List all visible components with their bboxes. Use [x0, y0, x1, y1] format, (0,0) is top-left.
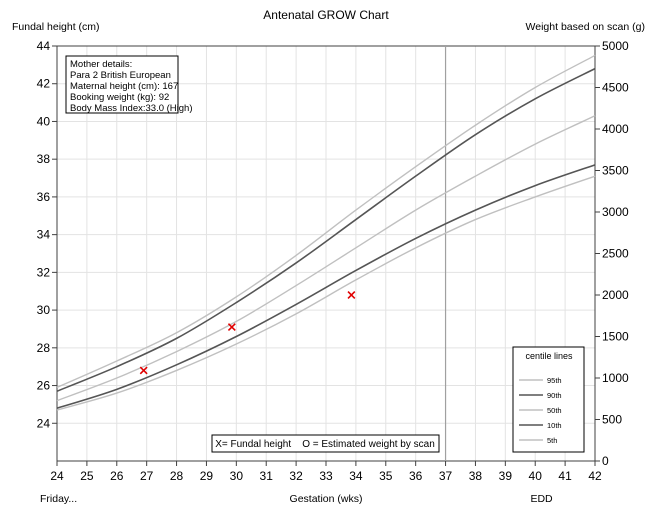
centile-line-90th: [56, 67, 596, 392]
legend-label-10th: 10th: [547, 421, 562, 430]
axes: 24 25 26 27 28 29 30 31 32 33 34 35 36 37 38 39 40 41 42 24…: [37, 39, 629, 483]
fundal-height-markers: [139, 291, 356, 375]
x-tick-label: 29: [200, 469, 214, 483]
centile-line-5th: [56, 175, 596, 411]
y-tick-label: 40: [37, 114, 51, 128]
x-tick-label: 26: [110, 469, 124, 483]
y2-tick-label: 500: [602, 413, 622, 427]
y2-tick-label: 5000: [602, 39, 629, 53]
marker-key-frame: [211, 434, 440, 453]
mother-details-box: Mother details: Para 2 British European …: [65, 55, 193, 114]
fundal-height-marker-stroke: [139, 366, 148, 375]
fundal-height-marker: [227, 323, 236, 332]
y2-axis-title: Weight based on scan (g): [526, 21, 645, 33]
y-axis-title: Fundal height (cm): [12, 21, 100, 33]
x-tick-label: 40: [529, 469, 543, 483]
x-tick-label: 25: [80, 469, 94, 483]
fundal-height-marker-stroke: [227, 323, 236, 332]
y-tick-label: 28: [37, 341, 51, 355]
y2-tick-label: 2500: [602, 247, 629, 261]
y2-tick-label: 4500: [602, 81, 629, 95]
x-tick-label: 30: [230, 469, 244, 483]
y-tick-label: 34: [37, 228, 51, 242]
y2-tick-label: 1500: [602, 330, 629, 344]
y-tick-label: 30: [37, 303, 51, 317]
legend-frame: [512, 346, 585, 453]
fundal-height-marker-stroke: [347, 291, 356, 299]
legend-label-90th: 90th: [547, 391, 562, 400]
friday-note: Friday...: [40, 493, 77, 505]
y2-tick-label: 1000: [602, 371, 629, 385]
marker-key-text: X= Fundal height O = Estimated weight by…: [215, 439, 435, 450]
mother-booking-weight: Booking weight (kg): 92: [70, 92, 169, 103]
mother-parity-ethnicity: Para 2 British European: [70, 70, 171, 81]
fundal-height-marker: [139, 366, 148, 375]
legend-items: 95th 90th 50th 10th 5th: [519, 376, 562, 445]
x-tick-label: 27: [140, 469, 154, 483]
x-tick-label: 33: [319, 469, 333, 483]
x-tick-label: 31: [260, 469, 274, 483]
y-tick-label: 42: [37, 77, 51, 91]
y-tick-label: 38: [37, 152, 51, 166]
mother-bmi: Body Mass Index:33.0 (High): [70, 103, 193, 114]
fundal-height-marker: [347, 291, 356, 299]
y2-tick-label: 2000: [602, 288, 629, 302]
x-tick-label: 42: [588, 469, 602, 483]
legend-label-95th: 95th: [547, 376, 562, 385]
mother-details-heading: Mother details:: [70, 59, 132, 70]
mother-height: Maternal height (cm): 167: [70, 81, 178, 92]
legend-label-5th: 5th: [547, 436, 557, 445]
x-tick-label: 28: [170, 469, 184, 483]
x-tick-label: 38: [469, 469, 483, 483]
legend-title: centile lines: [525, 351, 573, 361]
centile-line-10th: [56, 164, 596, 409]
x-tick-label: 24: [50, 469, 64, 483]
y-tick-label: 44: [37, 39, 51, 53]
y-tick-label: 26: [37, 379, 51, 393]
y2-tick-label: 3000: [602, 205, 629, 219]
y2-tick-label: 3500: [602, 164, 629, 178]
marker-key-box: X= Fundal height O = Estimated weight by…: [211, 434, 440, 453]
x-axis-title: Gestation (wks): [290, 493, 363, 505]
x-tick-label: 32: [289, 469, 303, 483]
x-tick-label: 36: [409, 469, 423, 483]
x-tick-label: 34: [349, 469, 363, 483]
x-tick-label: 37: [439, 469, 453, 483]
x-tick-label: 35: [379, 469, 393, 483]
centile-legend: centile lines 95th 90th 50th 10th 5th: [512, 346, 585, 453]
centile-lines: [56, 54, 596, 411]
y2-tick-label: 0: [602, 454, 609, 468]
legend-label-50th: 50th: [547, 406, 562, 415]
x-tick-label: 39: [499, 469, 513, 483]
mother-details-frame: [65, 55, 179, 114]
y-tick-label: 32: [37, 265, 51, 279]
y2-tick-label: 4000: [602, 122, 629, 136]
x-tick-label: 41: [558, 469, 572, 483]
centile-line-50th: [56, 115, 596, 402]
chart-title: Antenatal GROW Chart: [263, 8, 389, 22]
edd-label: EDD: [530, 493, 553, 505]
centile-line-95th: [56, 54, 596, 389]
y-tick-label: 36: [37, 190, 51, 204]
y-tick-label: 24: [37, 416, 51, 430]
